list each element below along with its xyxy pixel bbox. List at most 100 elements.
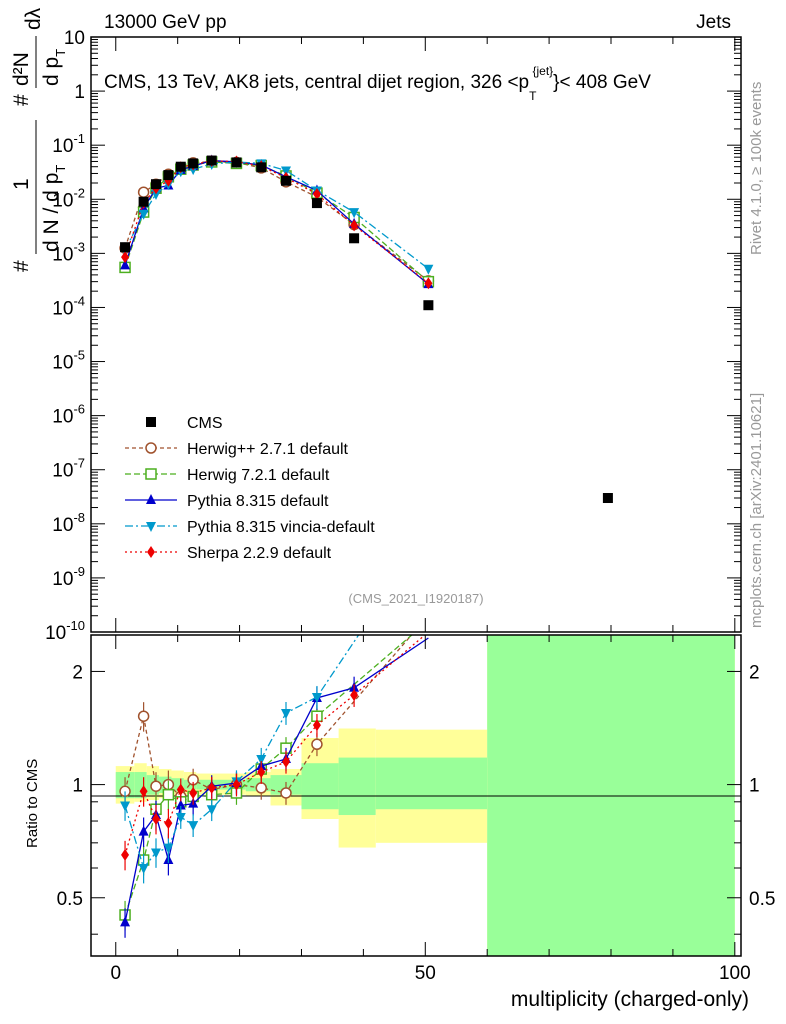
ratio-point (188, 821, 199, 832)
legend-marker (147, 546, 155, 558)
data-point (349, 233, 360, 244)
x-tick-label: 100 (719, 963, 751, 984)
data-point (151, 179, 161, 190)
y-axis-label-frac1-num: 1 (10, 178, 33, 190)
y-axis-label-frac2-den: d pT (40, 49, 68, 86)
data-point (256, 162, 267, 173)
ratio-point (121, 848, 130, 861)
ratio-line (124, 635, 360, 870)
ratio-tick-label-right: 0.5 (749, 889, 775, 910)
main-plot: 10-10 10-9 10-8 10-7 10-6 10-5 10-4 10-3 10-2 10-… (45, 28, 742, 644)
data-point (120, 242, 131, 253)
ratio-point (139, 785, 148, 798)
ratio-point (189, 786, 198, 799)
ratio-point (206, 805, 217, 816)
data-point (138, 196, 149, 207)
y-tick-label: 1 (74, 82, 85, 103)
mcplots-label: mcplots.cern.ch [arXiv:2401.10621] (748, 393, 765, 628)
x-tick-label: 50 (415, 963, 436, 984)
data-point (281, 175, 291, 186)
data-point (175, 161, 186, 172)
data-point (188, 158, 199, 169)
data-point (602, 493, 613, 504)
ratio-tick-label-right: 2 (749, 662, 760, 683)
y-tick-label: 10-6 (52, 402, 85, 428)
ratio-point (137, 710, 150, 722)
main-plot-frame (90, 36, 742, 633)
legend-marker (146, 494, 156, 504)
data-point (311, 198, 322, 209)
x-tick-label: 0 (110, 963, 121, 984)
legend-label: CMS (187, 415, 223, 432)
header-left-label: 13000 GeV pp (104, 12, 227, 33)
y-tick-label: 10-2 (52, 185, 85, 211)
ratio-point (232, 778, 241, 791)
ratio-point (151, 848, 161, 859)
mc-point (137, 186, 150, 198)
ratio-point (255, 782, 267, 794)
mc-point (151, 190, 161, 201)
y-tick-label: 10-7 (52, 456, 85, 482)
ratio-tick-label: 2 (72, 662, 83, 683)
main-series-layer (119, 154, 613, 504)
ratio-point (207, 781, 216, 794)
legend-label: Sherpa 2.2.9 default (187, 545, 332, 562)
mc-point (120, 259, 131, 270)
ratio-point (175, 799, 186, 810)
header-right-label: Jets (696, 12, 731, 33)
mc-point (281, 166, 291, 177)
ratio-point (120, 916, 131, 927)
ratio-point (311, 693, 322, 704)
ratio-tick-label: 1 (72, 776, 83, 797)
ratio-point (256, 754, 267, 765)
y-tick-label: 10-8 (52, 510, 85, 536)
ratio-series-layer (119, 635, 429, 938)
y-tick-label: 10 (64, 28, 85, 49)
ratio-point (176, 783, 185, 796)
y-tick-label: 10-4 (52, 293, 85, 319)
mc-point (312, 188, 321, 201)
y-axis-label-frac2-num: d²N (10, 52, 33, 86)
y-tick-label: 10-1 (52, 131, 85, 157)
reference-label: (CMS_2021_I1920187) (348, 591, 483, 606)
ratio-point (257, 766, 266, 779)
ratio-point (282, 755, 290, 768)
stat-uncertainty-band (338, 757, 376, 816)
ratio-point (162, 788, 175, 801)
mc-point (349, 208, 360, 219)
stat-uncertainty-band (301, 763, 339, 810)
ratio-point (152, 813, 160, 826)
mc-point (121, 251, 130, 264)
y-axis-label-frac1-den: d N / d pT (40, 165, 68, 252)
x-ticks: 0 50 100 (110, 37, 751, 984)
legend-label: Pythia 8.315 default (187, 493, 329, 510)
ratio-point (164, 817, 173, 830)
ratio-point (138, 864, 149, 874)
chart-title: CMS, 13 TeV, AK8 jets, central dijet reg… (104, 64, 651, 103)
legend-label: Herwig 7.2.1 default (187, 467, 330, 484)
ratio-point (311, 738, 323, 751)
stat-uncertainty-band (196, 779, 221, 790)
legend: CMS Herwig++ 2.7.1 default Herwig 7.2.1 de… (125, 415, 375, 562)
mc-point (424, 277, 433, 290)
ratio-y-ticks: 0.5 0.5 1 1 2 2 (57, 662, 775, 935)
ratio-y-axis-label: Ratio to CMS (24, 759, 41, 848)
ratio-tick-label-right: 1 (749, 776, 760, 797)
legend-marker (146, 417, 156, 427)
ratio-line (124, 635, 413, 798)
x-axis-label: multiplicity (charged-only) (511, 988, 749, 1011)
legend-marker (145, 442, 157, 454)
ratio-point (138, 825, 149, 836)
mc-point (350, 219, 359, 232)
y-tick-label: 10-3 (52, 239, 85, 265)
data-point (163, 170, 174, 181)
legend-marker (146, 522, 156, 532)
y-tick-label: 10-5 (52, 348, 85, 374)
y-tick-label: 10-10 (45, 618, 85, 644)
main-y-ticks: 10-10 10-9 10-8 10-7 10-6 10-5 10-4 10-3 10-2 10-… (45, 28, 741, 644)
ratio-point (280, 787, 292, 799)
ratio-point (120, 801, 131, 812)
data-point (423, 300, 434, 311)
ratio-point (163, 843, 174, 854)
